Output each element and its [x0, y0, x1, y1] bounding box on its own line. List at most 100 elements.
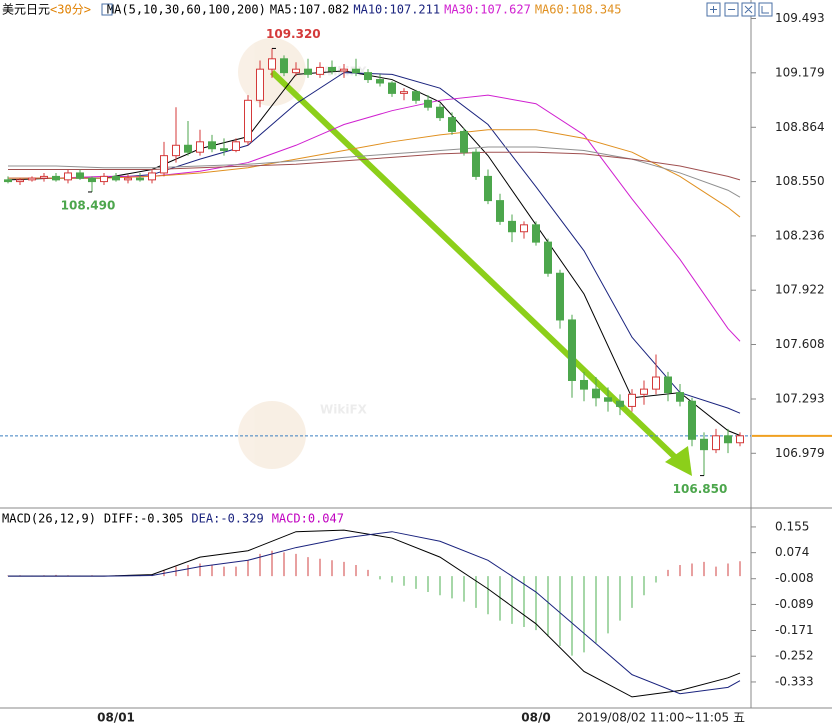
ma-line	[8, 129, 741, 218]
candle-body	[436, 106, 444, 119]
y-tick-label: -0.089	[775, 597, 814, 611]
candle-body	[736, 435, 744, 444]
x-tick-label: 08/01	[97, 711, 135, 725]
candle-body	[604, 397, 612, 402]
candle-body	[700, 438, 708, 451]
candle-body	[328, 66, 336, 72]
candle-body	[16, 179, 24, 183]
legend-value: 107.627	[480, 3, 531, 17]
candle-body	[484, 175, 492, 202]
indicator: MA(5,10,30,60,100,200)	[107, 3, 266, 17]
candle-body	[388, 82, 396, 94]
legend-name: DIFF	[104, 512, 133, 526]
tool-button[interactable]	[758, 2, 773, 17]
candle-body	[88, 177, 96, 183]
candle-body	[712, 435, 720, 451]
y-tick-label: -0.333	[775, 674, 814, 688]
candle-body	[460, 130, 468, 153]
macd-title: MACD(26,12,9)	[2, 512, 96, 526]
chart-title: 美元日元	[2, 3, 50, 17]
candle-body	[304, 68, 312, 75]
candle-body	[184, 144, 192, 153]
y-tick-label: 109.493	[775, 11, 825, 25]
candle-body	[532, 224, 540, 243]
legend-name: DEA	[191, 512, 213, 526]
legend-bg	[0, 0, 700, 19]
candle-body	[136, 177, 144, 181]
candle-body	[196, 141, 204, 153]
y-tick-label: 107.608	[775, 337, 825, 351]
candle-body	[376, 79, 384, 84]
y-tick-label: 107.922	[775, 283, 825, 297]
candle-body	[172, 144, 180, 157]
legend-name: MA10	[353, 3, 382, 17]
candle-body	[340, 68, 348, 72]
macd-line	[8, 529, 741, 698]
toolbar[interactable]	[706, 2, 773, 17]
candle-body	[256, 68, 264, 101]
candle-body	[244, 99, 252, 143]
candle-body	[364, 72, 372, 81]
y-tick-label: 0.155	[775, 519, 809, 533]
legend-separator: :	[301, 512, 308, 526]
candle-body	[76, 172, 84, 179]
legend-separator: :	[473, 3, 480, 17]
legend-value: 0.047	[308, 512, 344, 526]
y-tick-label: 108.864	[775, 120, 825, 134]
candle-body	[40, 175, 48, 179]
trend-arrow	[269, 69, 681, 463]
candle-body	[424, 99, 432, 108]
ma-line	[8, 146, 741, 198]
candle-body	[544, 241, 552, 274]
extreme-label: 109.320	[266, 27, 321, 41]
legend-separator: :	[564, 3, 571, 17]
legend-name: MACD	[272, 512, 301, 526]
candle-body	[472, 151, 480, 177]
legend-name: MA60	[535, 3, 564, 17]
legend-value: -0.329	[220, 512, 263, 526]
indicator-icon	[101, 3, 113, 16]
candle-body	[652, 376, 660, 390]
candle-body	[112, 175, 120, 181]
candle-body	[292, 68, 300, 74]
candle-body	[160, 155, 168, 174]
y-tick-label: 108.236	[775, 228, 825, 242]
macd-line	[8, 531, 741, 695]
status-text: 2019/08/02 11:00~11:05 五	[577, 711, 745, 725]
candle-body	[496, 200, 504, 222]
candle-body	[568, 319, 576, 381]
candle-body	[592, 388, 600, 399]
candle-body	[52, 175, 60, 181]
x-tick-label: 08/0	[521, 711, 550, 725]
candle-body	[688, 400, 696, 440]
legend-value: 108.345	[571, 3, 622, 17]
candle-body	[232, 141, 240, 151]
y-tick-label: -0.252	[775, 649, 814, 663]
candle-body	[520, 224, 528, 233]
y-tick-label: -0.171	[775, 623, 814, 637]
period: <30分>	[50, 3, 91, 17]
tool-icon	[710, 5, 769, 14]
candle-body	[628, 393, 636, 407]
candle-body	[664, 376, 672, 394]
candle-body	[316, 66, 324, 75]
legend-name: MA30	[444, 3, 473, 17]
extreme-label: 108.490	[61, 198, 116, 212]
candle-body	[220, 148, 228, 151]
candle-body	[616, 400, 624, 407]
watermark-logo	[238, 401, 306, 469]
y-tick-label: 0.074	[775, 545, 809, 559]
ma-line	[7, 70, 741, 436]
candle-body	[508, 220, 516, 233]
candle-body	[148, 172, 156, 181]
extreme-label: 106.850	[673, 482, 728, 496]
candle-body	[28, 177, 36, 181]
y-tick-label: 106.979	[775, 446, 825, 460]
y-tick-label: 107.293	[775, 391, 825, 405]
candle-body	[208, 141, 216, 150]
candle-body	[352, 68, 360, 74]
candle-body	[676, 392, 684, 402]
ma-line	[8, 151, 741, 181]
candle-body	[100, 175, 108, 183]
